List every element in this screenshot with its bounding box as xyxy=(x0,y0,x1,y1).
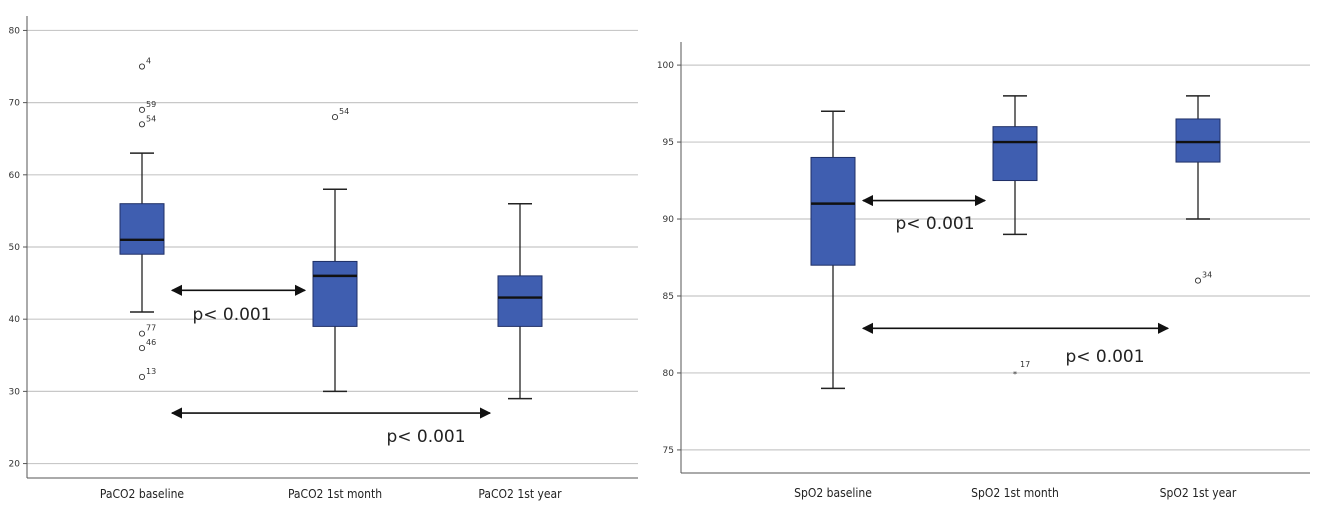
p-value-label: p< 0.001 xyxy=(1065,347,1144,367)
outlier-label: 4 xyxy=(146,57,151,66)
box-body xyxy=(312,260,358,327)
p-value-label: p< 0.001 xyxy=(192,305,271,325)
box-group: 4 59 54 77 46 13 xyxy=(119,57,165,380)
x-category-label: PaCO2 1st year xyxy=(478,487,562,501)
x-category-label: SpO2 1st month xyxy=(971,486,1059,500)
y-tick-label: 60 xyxy=(9,171,21,181)
box-group xyxy=(992,95,1038,236)
y-tick-label: 95 xyxy=(663,138,674,148)
outlier-label: 34 xyxy=(1202,271,1212,280)
y-tick-label: 100 xyxy=(657,61,674,71)
y-tick-label: 50 xyxy=(9,243,21,253)
outlier-label: 13 xyxy=(146,367,156,376)
y-tick-label: 20 xyxy=(9,460,21,470)
x-category-label: SpO2 1st year xyxy=(1160,486,1237,500)
y-tick-label: 40 xyxy=(9,315,21,325)
outlier-point xyxy=(1194,277,1202,284)
outlier-point xyxy=(138,330,146,337)
outlier-label: 77 xyxy=(146,324,156,333)
y-tick-label: 70 xyxy=(9,99,21,109)
box-group xyxy=(497,202,543,400)
x-category-label: PaCO2 1st month xyxy=(288,487,382,501)
y-tick-label: 90 xyxy=(663,215,675,225)
box-body xyxy=(497,275,543,327)
x-category-label: SpO2 baseline xyxy=(794,486,872,500)
box-group: 34 xyxy=(1175,95,1221,284)
box-group: 54 xyxy=(312,107,358,393)
outlier-label: 17 xyxy=(1020,360,1030,369)
y-tick-label: 85 xyxy=(663,292,674,302)
box-body xyxy=(1175,118,1221,163)
outlier-point xyxy=(138,373,146,380)
outlier-star: * xyxy=(1013,370,1017,379)
outlier-label: 59 xyxy=(146,100,156,109)
outlier-point xyxy=(138,63,146,70)
y-tick-label: 75 xyxy=(663,446,674,456)
outlier-label: 54 xyxy=(146,114,156,123)
box-body xyxy=(992,126,1038,182)
outlier-point xyxy=(138,106,146,113)
paco2-boxplot: 20 30 40 50 60 70 80 4 59 54 77 46 13 PaCO2 baseline 5… xyxy=(9,16,638,501)
box-body xyxy=(810,156,856,266)
outlier-label: 54 xyxy=(339,107,349,116)
box-body xyxy=(119,203,165,255)
outlier-point xyxy=(138,121,146,128)
y-tick-label: 80 xyxy=(663,369,675,379)
outlier-point xyxy=(138,345,146,352)
x-category-label: PaCO2 baseline xyxy=(100,487,185,501)
p-value-label: p< 0.001 xyxy=(895,214,974,234)
outlier-label: 46 xyxy=(146,338,156,347)
box-group: *17 xyxy=(810,110,1030,390)
y-tick-label: 80 xyxy=(9,26,21,36)
y-tick-label: 30 xyxy=(9,387,21,397)
outlier-point xyxy=(331,114,339,121)
p-value-label: p< 0.001 xyxy=(386,427,465,447)
spo2-boxplot: 75 80 85 90 95 100 *17 SpO2 baseline SpO2 1st mo… xyxy=(657,42,1310,500)
